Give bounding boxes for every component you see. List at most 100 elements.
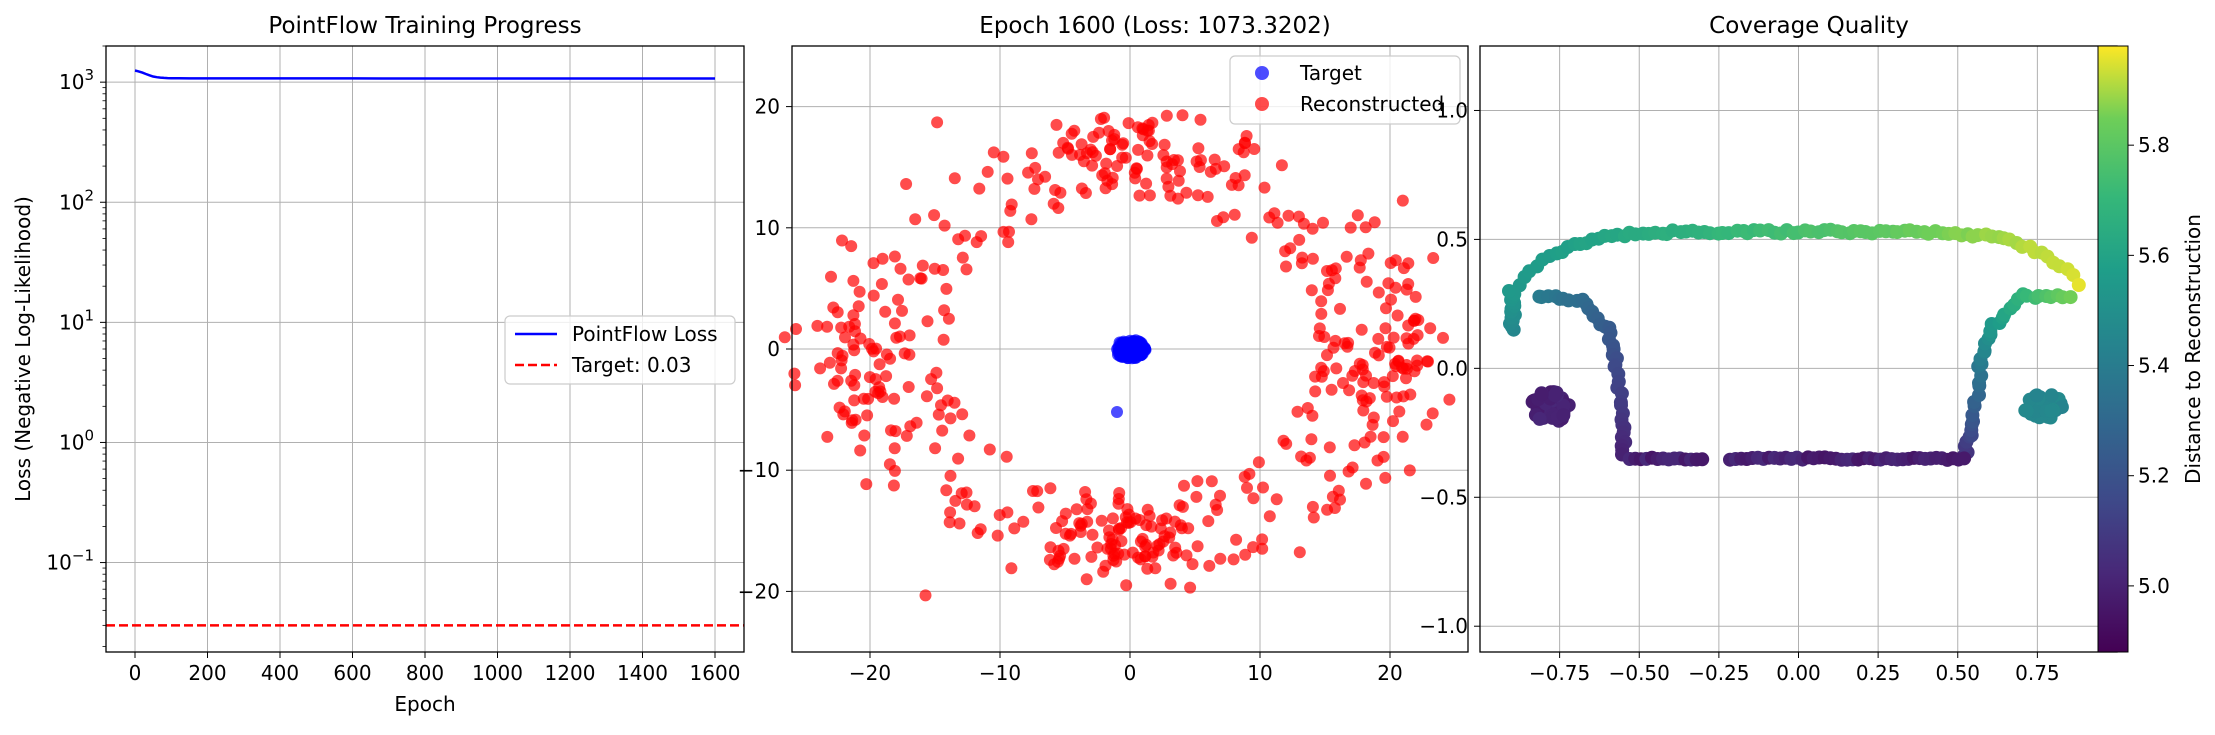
coverage-points bbox=[1502, 222, 2086, 467]
reconstructed-point bbox=[928, 209, 941, 222]
reconstructed-point bbox=[1186, 558, 1199, 571]
reconstructed-point bbox=[1080, 493, 1093, 506]
reconstructed-point bbox=[1141, 149, 1154, 162]
reconstructed-point bbox=[1142, 119, 1155, 131]
reconstructed-point bbox=[937, 333, 950, 346]
reconstructed-point bbox=[900, 429, 913, 442]
reconstructed-point bbox=[973, 182, 986, 195]
reconstructed-point bbox=[1353, 357, 1366, 370]
reconstructed-point bbox=[1054, 549, 1067, 562]
reconstructed-point bbox=[1028, 182, 1041, 195]
reconstructed-point bbox=[1238, 169, 1251, 182]
reconstructed-point bbox=[1080, 573, 1093, 586]
reconstructed-point bbox=[1108, 133, 1121, 146]
reconstructed-point bbox=[1306, 409, 1319, 422]
reconstructed-point bbox=[900, 178, 913, 190]
loss-xtick-label: 600 bbox=[333, 661, 371, 685]
reconstruction-legend-swatch-reconstructed bbox=[1255, 97, 1269, 111]
reconstructed-point bbox=[879, 305, 892, 318]
coverage-ytick-label: 1.0 bbox=[1436, 98, 1468, 122]
reconstruction-legend-label-target: Target bbox=[1299, 61, 1362, 85]
reconstructed-point bbox=[888, 464, 901, 477]
reconstructed-point bbox=[1247, 492, 1260, 505]
reconstructed-point bbox=[960, 263, 973, 276]
reconstructed-point bbox=[1065, 127, 1078, 140]
reconstructed-point bbox=[1160, 109, 1173, 122]
reconstructed-point bbox=[1360, 477, 1372, 490]
reconstructed-point bbox=[974, 523, 987, 536]
reconstructed-point bbox=[1315, 295, 1328, 308]
coverage-xtick-label: 0.50 bbox=[1935, 661, 1980, 685]
reconstructed-point bbox=[1180, 549, 1193, 562]
reconstructed-point bbox=[1292, 210, 1305, 223]
reconstructed-point bbox=[1263, 510, 1276, 523]
reconstructed-point bbox=[1079, 187, 1092, 199]
reconstructed-point bbox=[1095, 514, 1108, 527]
reconstructed-point bbox=[1393, 405, 1406, 418]
reconstructed-point bbox=[848, 394, 861, 407]
reconstructed-point bbox=[1032, 501, 1045, 514]
reconstructed-point bbox=[955, 487, 968, 500]
reconstructed-point bbox=[835, 354, 848, 367]
reconstructed-point bbox=[893, 330, 906, 343]
loss-chart-series bbox=[106, 69, 744, 627]
loss-chart-title: PointFlow Training Progress bbox=[268, 13, 581, 39]
reconstructed-point bbox=[892, 293, 904, 306]
reconstructed-point bbox=[1228, 208, 1241, 221]
loss-xtick-label: 0 bbox=[129, 661, 142, 685]
reconstructed-point bbox=[1327, 341, 1340, 354]
reconstructed-point bbox=[1133, 189, 1146, 202]
reconstructed-point bbox=[1017, 515, 1030, 528]
reconstructed-point bbox=[1318, 331, 1331, 343]
reconstructed-point bbox=[1379, 471, 1392, 484]
reconstructed-point bbox=[1384, 257, 1397, 269]
loss-chart-legend: PointFlow Loss Target: 0.03 bbox=[504, 315, 736, 385]
reconstructed-point bbox=[1309, 385, 1322, 398]
reconstructed-point bbox=[1372, 332, 1385, 345]
reconstructed-point bbox=[1247, 541, 1260, 554]
reconstructed-point bbox=[1372, 286, 1385, 299]
reconstructed-point bbox=[1300, 454, 1313, 467]
reconstructed-point bbox=[928, 262, 941, 275]
reconstructed-point bbox=[1248, 143, 1261, 155]
reconstructed-point bbox=[1158, 138, 1171, 151]
reconstructed-point bbox=[1044, 541, 1057, 554]
reconstructed-point bbox=[1050, 118, 1063, 131]
reconstructed-point bbox=[1443, 393, 1456, 406]
reconstructed-point bbox=[846, 414, 859, 427]
reconstructed-point bbox=[959, 229, 971, 242]
loss-ytick-label: 101 bbox=[59, 306, 94, 334]
reconstructed-point bbox=[943, 516, 956, 529]
colorbar-tick-label: 5.8 bbox=[2138, 133, 2170, 157]
reconstructed-point bbox=[944, 412, 957, 425]
loss-chart-frame bbox=[105, 45, 745, 653]
reconstructed-point bbox=[981, 165, 994, 178]
reconstructed-point bbox=[1100, 157, 1113, 170]
reconstructed-point bbox=[828, 377, 840, 390]
reconstructed-point bbox=[1377, 450, 1390, 463]
reconstructed-point bbox=[1208, 153, 1221, 166]
reconstructed-point bbox=[1377, 431, 1390, 444]
reconstructed-point bbox=[1103, 524, 1115, 537]
reconstructed-point bbox=[1227, 553, 1240, 566]
coverage-xtick-label: 0.00 bbox=[1776, 661, 1821, 685]
reconstructed-point bbox=[1143, 189, 1156, 202]
reconstructed-point bbox=[1307, 511, 1320, 524]
reconstructed-point bbox=[1120, 516, 1133, 529]
reconstructed-point bbox=[1140, 177, 1153, 190]
reconstructed-point bbox=[1238, 470, 1251, 483]
reconstructed-point bbox=[873, 358, 886, 371]
coverage-point bbox=[2071, 278, 2086, 292]
reconstruction-xtick-label: 20 bbox=[1377, 661, 1402, 685]
loss-xtick-label: 1400 bbox=[617, 661, 668, 685]
reconstructed-point bbox=[1160, 172, 1173, 185]
reconstructed-point bbox=[1343, 384, 1356, 397]
reconstructed-point bbox=[848, 318, 861, 330]
target-point bbox=[1118, 343, 1131, 356]
reconstructed-point bbox=[944, 469, 957, 482]
reconstructed-point bbox=[1412, 314, 1425, 326]
reconstructed-point bbox=[1271, 216, 1284, 229]
reconstructed-point bbox=[854, 332, 867, 345]
reconstructed-point bbox=[1363, 392, 1376, 405]
loss-line bbox=[134, 69, 715, 80]
